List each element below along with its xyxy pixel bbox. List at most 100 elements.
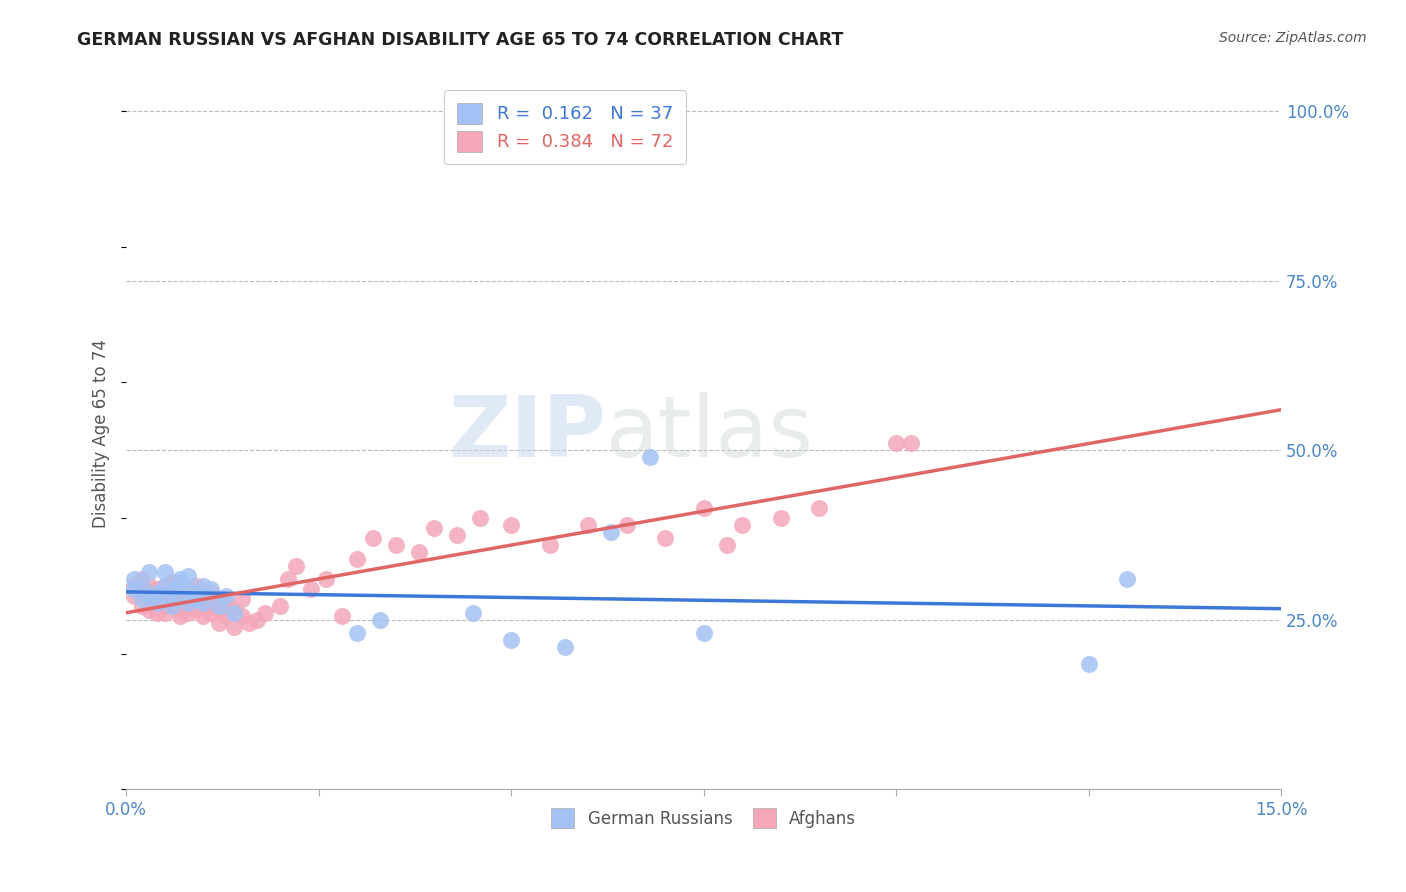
Point <box>131 599 153 614</box>
Point <box>446 528 468 542</box>
Point <box>600 524 623 539</box>
Point <box>208 616 231 631</box>
Point <box>501 517 523 532</box>
Point <box>169 575 191 590</box>
Point <box>122 582 145 597</box>
Point <box>692 500 714 515</box>
Point <box>408 545 430 559</box>
Point <box>299 582 322 597</box>
Point <box>177 585 200 599</box>
Point <box>162 582 184 597</box>
Point <box>900 436 922 450</box>
Point <box>193 609 215 624</box>
Point <box>138 602 160 616</box>
Point <box>138 592 160 607</box>
Point <box>177 568 200 582</box>
Point <box>1077 657 1099 671</box>
Point <box>193 589 215 603</box>
Y-axis label: Disability Age 65 to 74: Disability Age 65 to 74 <box>93 339 110 528</box>
Point <box>131 572 153 586</box>
Point <box>222 619 245 633</box>
Point <box>654 532 676 546</box>
Point <box>153 579 176 593</box>
Text: ZIP: ZIP <box>447 392 606 475</box>
Point <box>122 589 145 603</box>
Point <box>330 609 353 624</box>
Point <box>1116 572 1139 586</box>
Point <box>138 589 160 603</box>
Point <box>184 589 207 603</box>
Point <box>177 596 200 610</box>
Point <box>231 592 253 607</box>
Point <box>146 585 169 599</box>
Point <box>501 633 523 648</box>
Point <box>231 609 253 624</box>
Point <box>162 599 184 614</box>
Point <box>153 589 176 603</box>
Point <box>346 551 368 566</box>
Point <box>193 596 215 610</box>
Point <box>138 566 160 580</box>
Point <box>461 606 484 620</box>
Point <box>122 579 145 593</box>
Point <box>215 589 238 603</box>
Point <box>146 582 169 597</box>
Point <box>215 596 238 610</box>
Point <box>131 585 153 599</box>
Point <box>153 599 176 614</box>
Point <box>716 538 738 552</box>
Text: GERMAN RUSSIAN VS AFGHAN DISABILITY AGE 65 TO 74 CORRELATION CHART: GERMAN RUSSIAN VS AFGHAN DISABILITY AGE … <box>77 31 844 49</box>
Point <box>246 613 269 627</box>
Legend: German Russians, Afghans: German Russians, Afghans <box>544 802 863 834</box>
Point <box>616 517 638 532</box>
Point <box>361 532 384 546</box>
Point <box>315 572 337 586</box>
Point <box>146 596 169 610</box>
Point <box>138 579 160 593</box>
Point <box>146 589 169 603</box>
Point <box>169 609 191 624</box>
Point <box>169 572 191 586</box>
Point <box>162 575 184 590</box>
Point <box>423 521 446 535</box>
Point <box>731 517 754 532</box>
Point <box>177 599 200 614</box>
Point <box>200 606 222 620</box>
Point <box>162 599 184 614</box>
Point <box>200 582 222 597</box>
Point <box>215 609 238 624</box>
Point <box>269 599 291 614</box>
Point <box>169 602 191 616</box>
Point <box>200 599 222 614</box>
Point <box>177 582 200 597</box>
Point <box>470 511 492 525</box>
Point <box>692 626 714 640</box>
Point <box>200 585 222 599</box>
Point <box>169 592 191 607</box>
Point <box>122 572 145 586</box>
Point <box>538 538 561 552</box>
Point <box>808 500 831 515</box>
Point <box>346 626 368 640</box>
Point <box>177 606 200 620</box>
Point <box>177 596 200 610</box>
Point <box>193 596 215 610</box>
Point <box>153 579 176 593</box>
Point <box>184 592 207 607</box>
Point <box>554 640 576 654</box>
Point <box>169 582 191 597</box>
Point <box>253 606 276 620</box>
Point <box>769 511 792 525</box>
Point <box>576 517 599 532</box>
Point <box>153 566 176 580</box>
Point <box>162 589 184 603</box>
Point <box>131 592 153 607</box>
Point <box>131 579 153 593</box>
Point <box>169 589 191 603</box>
Point <box>370 613 392 627</box>
Point <box>146 606 169 620</box>
Point <box>184 579 207 593</box>
Point <box>153 606 176 620</box>
Point <box>184 585 207 599</box>
Point <box>208 599 231 614</box>
